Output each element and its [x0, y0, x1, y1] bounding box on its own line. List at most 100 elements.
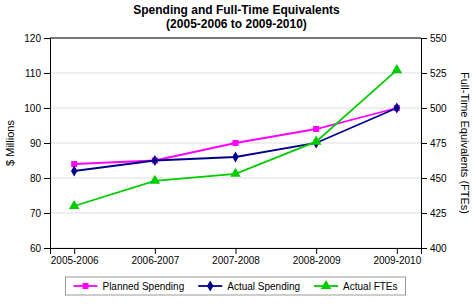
legend-entry: Planned Spending [73, 281, 184, 292]
y-tick-label: 120 [24, 33, 41, 44]
title: Spending and Full-Time Equivalents(2005-… [133, 3, 340, 31]
y2-tick-mark [421, 108, 427, 109]
y2-tick-mark [421, 143, 427, 144]
x-tick-label: 2006-2007 [131, 255, 179, 266]
y-tick-mark [44, 73, 50, 74]
frame-top [50, 38, 421, 39]
grid-line [50, 73, 421, 74]
x-tick: 2007-2008 [212, 248, 260, 266]
legend-box [65, 277, 405, 295]
marker [71, 165, 77, 176]
y-tick: 80 [30, 173, 50, 184]
y2-tick-mark [421, 178, 427, 179]
x-tick-label: 2007-2008 [212, 255, 260, 266]
y-tick-label: 80 [30, 173, 42, 184]
y-axis-title: $ Millions [4, 120, 16, 166]
y2-tick-label: 525 [430, 68, 447, 79]
series [71, 105, 400, 167]
grid-line [50, 178, 421, 179]
y-tick-label: 90 [30, 138, 42, 149]
grid-line [50, 213, 421, 214]
y2-tick: 525 [421, 68, 447, 79]
y-tick-mark [44, 213, 50, 214]
y-tick-label: 110 [25, 68, 41, 79]
y-tick-label: 100 [24, 103, 41, 114]
y2-tick-mark [421, 38, 427, 39]
y2-tick: 425 [421, 208, 447, 219]
y2-tick-label: 500 [430, 103, 447, 114]
y2-tick: 400 [421, 243, 447, 254]
y2-tick: 475 [421, 138, 447, 149]
marker [311, 136, 322, 145]
marker [152, 155, 158, 166]
y-tick: 70 [30, 208, 50, 219]
legend-marker [82, 283, 88, 289]
y-tick-mark [44, 248, 50, 249]
y-tick: 100 [24, 103, 50, 114]
y2-tick: 450 [421, 173, 447, 184]
marker [233, 140, 239, 146]
plot: 60 70 80 90 100 110 120 400 425 450 475 500 525 550 20… [4, 33, 471, 295]
marker [69, 200, 80, 209]
marker [313, 126, 319, 132]
y2-axis: 400 425 450 475 500 525 550 [421, 33, 447, 254]
legend-label: Actual Spending [227, 281, 300, 292]
y2-tick-mark [421, 73, 427, 74]
grid [50, 38, 421, 248]
y-tick-mark [44, 178, 50, 179]
grid-line [50, 38, 421, 39]
y-tick-label: 60 [30, 243, 42, 254]
x-tick: 2009-2010 [373, 248, 421, 266]
legend: Planned Spending Actual Spending Actual FT… [65, 277, 405, 295]
y-tick: 110 [25, 68, 50, 79]
marker [394, 102, 400, 113]
x-tick: 2008-2009 [293, 248, 341, 266]
title-line: (2005-2006 to 2009-2010) [166, 17, 307, 31]
x-tick-mark [316, 248, 317, 254]
y-tick-label: 70 [30, 208, 42, 219]
series [69, 64, 402, 209]
x-tick-label: 2009-2010 [373, 255, 421, 266]
y2-tick-label: 400 [430, 243, 447, 254]
legend-label: Actual FTEs [343, 281, 397, 292]
x-tick-label: 2008-2009 [293, 255, 341, 266]
title-line: Spending and Full-Time Equivalents [133, 3, 340, 17]
y-axis-line [44, 39, 51, 249]
marker [150, 175, 161, 184]
x-tick-mark [74, 248, 75, 254]
marker [232, 151, 238, 162]
y-tick-mark [44, 108, 50, 109]
y-tick: 90 [30, 138, 50, 149]
y-tick-mark [44, 143, 50, 144]
marker [392, 64, 403, 73]
legend-entry: Actual Spending [198, 280, 300, 291]
y-tick: 120 [24, 33, 50, 44]
series-line [74, 70, 397, 206]
y2-tick-label: 550 [430, 33, 447, 44]
x-axis: 2005-2006 2006-2007 2007-2008 2008-2009 2009… [51, 248, 422, 266]
y-tick-mark [44, 38, 50, 39]
y2-axis-title: Full-Time Equivalents (FTEs) [459, 72, 471, 214]
y2-tick: 500 [421, 103, 447, 114]
y-axis: 60 70 80 90 100 110 120 [24, 33, 50, 254]
y2-tick-label: 425 [430, 208, 447, 219]
series-line [74, 108, 397, 171]
marks [69, 64, 402, 209]
x-tick-mark [236, 248, 237, 254]
y-tick: 60 [30, 243, 50, 254]
legend-marker [207, 280, 213, 291]
y2-tick: 550 [421, 33, 447, 44]
x-axis-line [51, 249, 422, 255]
x-tick-mark [397, 248, 398, 254]
chart: 60 70 80 90 100 110 120 400 425 450 475 500 525 550 20… [0, 0, 473, 304]
series [71, 102, 400, 176]
series-line [74, 108, 397, 164]
x-tick-label: 2005-2006 [51, 255, 99, 266]
y2-tick-label: 450 [430, 173, 447, 184]
marker [230, 168, 241, 177]
grid-line [50, 108, 421, 109]
x-tick: 2005-2006 [51, 248, 99, 266]
legend-entry: Actual FTEs [314, 280, 397, 292]
y2-tick-mark [421, 213, 427, 214]
legend-marker [321, 280, 332, 289]
